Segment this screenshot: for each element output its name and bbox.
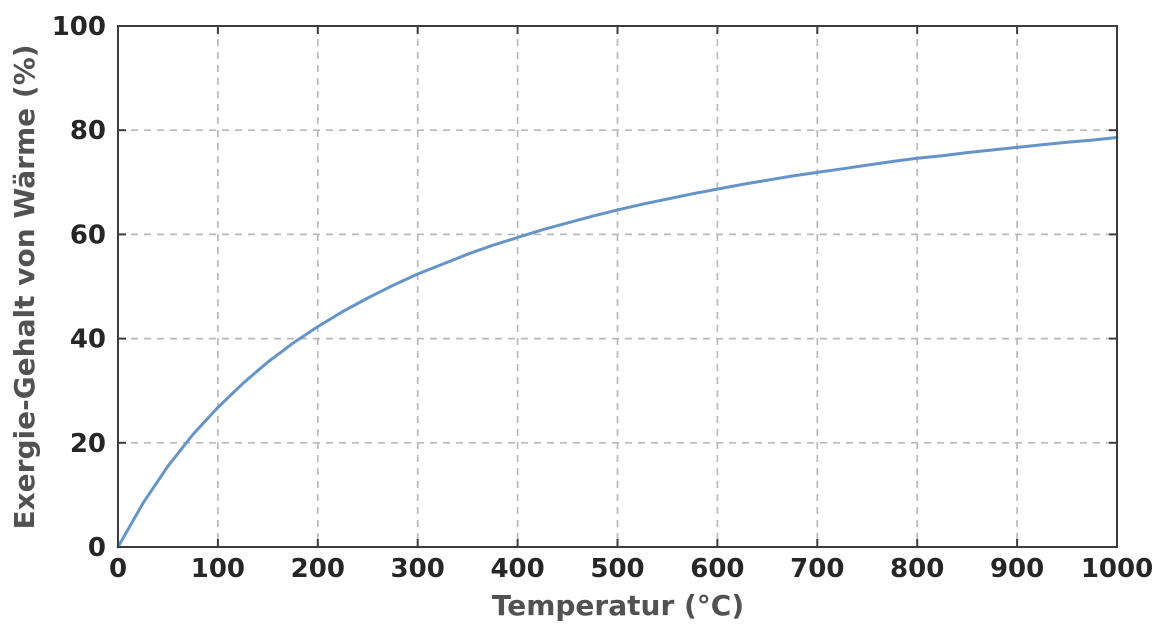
series-line — [116, 136, 1119, 549]
exergy-curve — [116, 136, 1119, 549]
x-tick-label: 600 — [690, 554, 744, 584]
y-tick-label: 80 — [70, 116, 106, 146]
y-tick-label: 100 — [52, 12, 106, 42]
plot-border — [117, 25, 1118, 548]
x-tick-label: 100 — [191, 554, 245, 584]
y-tick-label: 60 — [70, 220, 106, 250]
x-tick-label: 1000 — [1081, 554, 1153, 584]
x-tick-label: 500 — [590, 554, 644, 584]
x-tick-label: 800 — [890, 554, 944, 584]
y-tick-labels: 0 20 40 60 80 100 — [52, 12, 106, 563]
x-axis-title: Temperatur (°C) — [492, 589, 744, 622]
gridlines — [118, 26, 1117, 547]
y-tick-label: 0 — [88, 533, 106, 563]
x-tick-label: 300 — [391, 554, 445, 584]
y-axis-title: Exergie-Gehalt von Wärme (%) — [8, 44, 41, 529]
x-tick-label: 900 — [990, 554, 1044, 584]
x-tick-label: 400 — [490, 554, 544, 584]
y-tick-label: 40 — [70, 325, 106, 355]
x-tick-label: 700 — [790, 554, 844, 584]
x-tick-labels: 0 100 200 300 400 500 600 700 800 900 1000 — [109, 554, 1153, 584]
y-tick-label: 20 — [70, 429, 106, 459]
axis-tick-marks — [118, 26, 1117, 547]
x-tick-label: 200 — [291, 554, 345, 584]
x-tick-label: 0 — [109, 554, 127, 584]
